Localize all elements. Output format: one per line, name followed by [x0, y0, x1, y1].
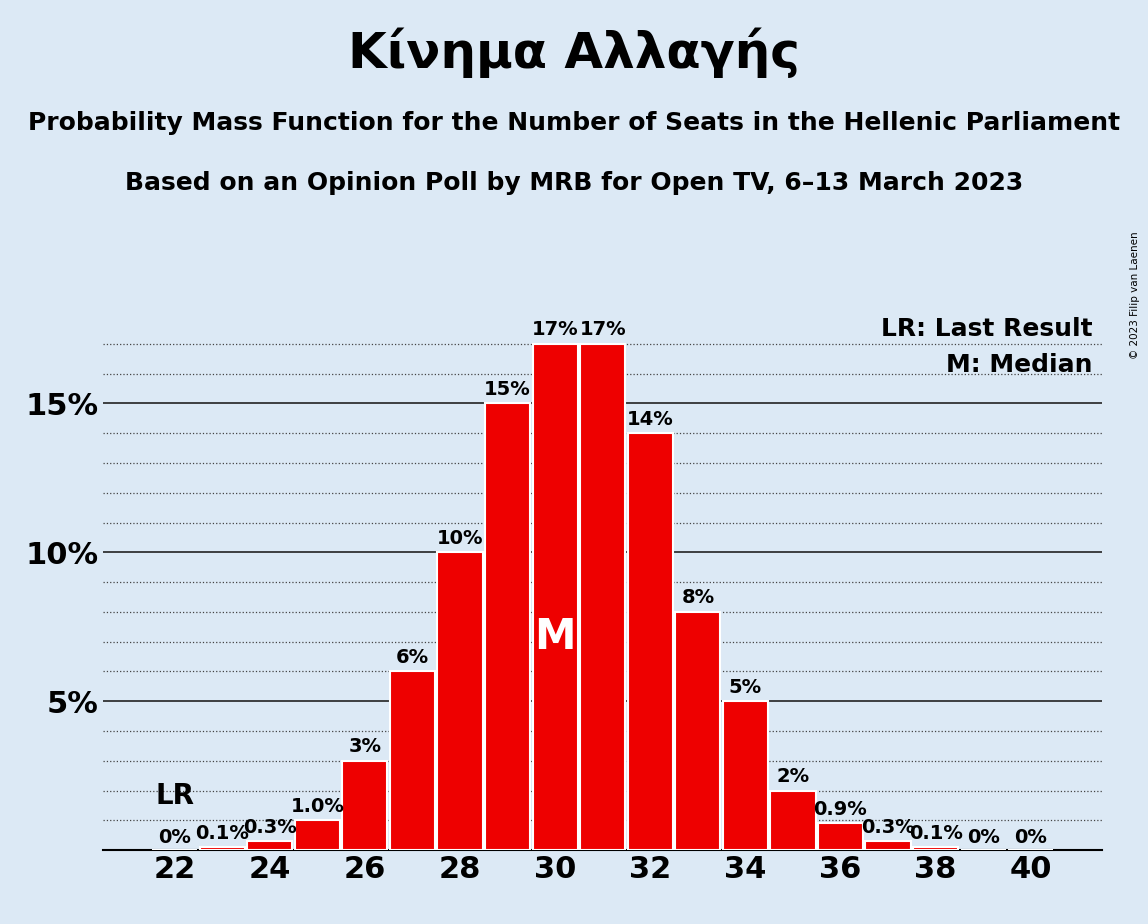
Text: 17%: 17%	[532, 321, 579, 339]
Text: 10%: 10%	[436, 529, 483, 548]
Bar	[580, 344, 626, 850]
Text: 0.1%: 0.1%	[195, 823, 249, 843]
Text: 2%: 2%	[776, 767, 809, 786]
Text: 0.1%: 0.1%	[909, 823, 962, 843]
Text: Probability Mass Function for the Number of Seats in the Hellenic Parliament: Probability Mass Function for the Number…	[28, 111, 1120, 135]
Text: M: Median: M: Median	[946, 353, 1093, 377]
Text: 0%: 0%	[158, 828, 191, 846]
Bar	[817, 823, 863, 850]
Bar	[247, 841, 293, 850]
Text: 0.9%: 0.9%	[814, 800, 868, 819]
Text: 0%: 0%	[1015, 828, 1047, 846]
Text: LR: Last Result: LR: Last Result	[881, 317, 1093, 341]
Text: 1.0%: 1.0%	[290, 796, 344, 816]
Text: 0%: 0%	[967, 828, 1000, 846]
Text: 5%: 5%	[729, 677, 762, 697]
Text: Based on an Opinion Poll by MRB for Open TV, 6–13 March 2023: Based on an Opinion Poll by MRB for Open…	[125, 171, 1023, 195]
Bar	[484, 404, 530, 850]
Text: LR: LR	[156, 782, 195, 809]
Bar	[913, 847, 959, 850]
Text: © 2023 Filip van Laenen: © 2023 Filip van Laenen	[1130, 231, 1140, 359]
Bar	[200, 847, 245, 850]
Bar	[770, 791, 815, 850]
Bar	[628, 433, 673, 850]
Bar	[437, 553, 482, 850]
Text: 0.3%: 0.3%	[861, 818, 915, 837]
Text: 0.3%: 0.3%	[243, 818, 296, 837]
Bar	[533, 344, 577, 850]
Text: 8%: 8%	[681, 589, 714, 607]
Bar	[675, 612, 721, 850]
Bar	[866, 841, 910, 850]
Bar	[390, 672, 435, 850]
Text: 14%: 14%	[627, 409, 674, 429]
Bar	[295, 821, 340, 850]
Text: 15%: 15%	[484, 380, 532, 399]
Text: 3%: 3%	[348, 737, 381, 756]
Text: 17%: 17%	[580, 321, 626, 339]
Text: 6%: 6%	[396, 648, 429, 667]
Bar	[723, 701, 768, 850]
Text: Κίνημα Αλλαγής: Κίνημα Αλλαγής	[348, 28, 800, 79]
Bar	[342, 760, 388, 850]
Text: M: M	[534, 616, 576, 659]
